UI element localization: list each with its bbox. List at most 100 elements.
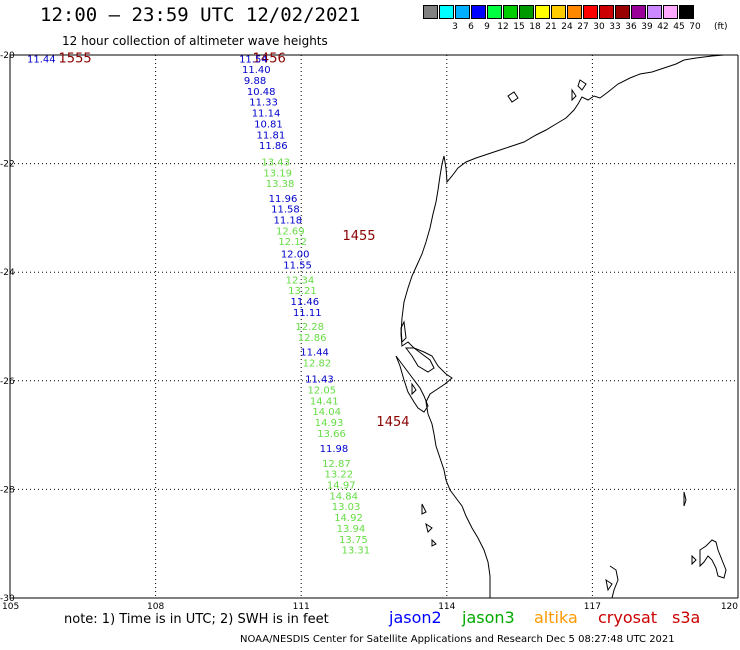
legend-swatch — [631, 5, 646, 19]
satellite-jason3: jason3 — [462, 608, 515, 627]
australia-coastline — [395, 54, 738, 599]
pass-time-label: 1456 — [253, 51, 286, 66]
wave-height-value: 14.04 — [312, 407, 341, 418]
legend-swatch — [423, 5, 438, 19]
wave-height-value: 11.44 — [27, 54, 56, 65]
longitude-tick-label: 108 — [147, 602, 164, 610]
credit-line: NOAA/NESDIS Center for Satellite Applica… — [240, 634, 675, 645]
satellite-cryosat: cryosat — [598, 608, 658, 627]
wave-height-value: 12.69 — [276, 226, 305, 237]
latitude-tick-label: -20 — [0, 51, 15, 61]
latitude-tick-label: -26 — [0, 377, 15, 387]
legend-swatch — [615, 5, 630, 19]
wave-height-map: 105 108 111 114 117 120 -20 -22 -24 -26 -28 -30 155… — [0, 51, 739, 610]
legend-label: 45 — [673, 22, 685, 32]
legend-label: 70 — [689, 22, 701, 32]
wave-height-value: 11.40 — [242, 65, 271, 76]
wave-height-value: 14.93 — [315, 418, 344, 429]
legend-swatch — [551, 5, 566, 19]
map-title: 12:00 – 23:59 UTC 12/02/2021 — [40, 4, 361, 26]
pass-time-label: 1455 — [342, 229, 375, 244]
wave-height-value: 13.94 — [337, 524, 366, 535]
wave-height-value: 12.87 — [322, 459, 351, 470]
map-subtitle: 12 hour collection of altimeter wave hei… — [62, 34, 328, 48]
legend-swatch — [471, 5, 486, 19]
legend-label: 24 — [561, 22, 573, 32]
legend-label: 27 — [577, 22, 589, 32]
latitude-tick-label: -30 — [0, 594, 15, 604]
legend-swatch — [679, 5, 694, 19]
satellite-s3a: s3a — [672, 608, 701, 627]
longitude-tick-label: 117 — [584, 602, 601, 610]
legend-label: 36 — [625, 22, 637, 32]
wave-height-value: 11.58 — [271, 205, 300, 216]
wave-height-value: 11.43 — [305, 375, 334, 386]
wave-height-value: 11.54 — [239, 54, 268, 65]
wave-height-value: 12.28 — [295, 322, 324, 333]
legend-label: 15 — [513, 22, 525, 32]
latitude-tick-label: -24 — [0, 268, 15, 278]
wave-height-value: 13.31 — [341, 546, 370, 557]
graticule — [10, 55, 738, 598]
legend-swatch — [439, 5, 454, 19]
legend-label: 6 — [468, 22, 474, 32]
legend-swatch — [455, 5, 470, 19]
legend-swatch — [519, 5, 534, 19]
wave-height-value: 14.97 — [327, 481, 356, 492]
altimeter-observations: 11.44 11.5411.409.8810.4811.3311.1410.811… — [27, 54, 370, 556]
legend-swatch — [535, 5, 550, 19]
wave-height-value: 11.11 — [293, 308, 322, 319]
wave-height-value: 11.14 — [252, 109, 281, 120]
map-frame — [9, 54, 739, 599]
legend-label: 9 — [484, 22, 490, 32]
wave-height-value: 13.38 — [266, 179, 295, 190]
legend-swatch — [487, 5, 502, 19]
legend-label: 33 — [609, 22, 621, 32]
longitude-tick-label: 105 — [2, 602, 19, 610]
legend-swatch — [567, 5, 582, 19]
legend-swatch — [583, 5, 598, 19]
wave-height-value: 12.00 — [281, 250, 310, 261]
satellite-jason2: jason2 — [389, 608, 442, 627]
wave-height-value: 11.96 — [269, 194, 298, 205]
legend-label: 12 — [497, 22, 509, 32]
wave-height-value: 12.86 — [298, 333, 327, 344]
wave-height-value: 11.86 — [259, 141, 288, 152]
longitude-tick-label: 114 — [438, 602, 455, 610]
longitude-tick-label: 111 — [293, 602, 310, 610]
legend-label: 42 — [657, 22, 669, 32]
footer-note: note: 1) Time is in UTC; 2) SWH is in fe… — [64, 612, 329, 627]
wave-height-value: 13.43 — [261, 157, 290, 168]
legend-unit: (ft) — [714, 22, 728, 32]
wave-height-value: 13.66 — [317, 429, 346, 440]
wave-height-value: 12.05 — [308, 385, 337, 396]
legend-swatch — [503, 5, 518, 19]
satellite-altika: altika — [534, 608, 578, 627]
latitude-tick-label: -28 — [0, 485, 15, 495]
latitude-tick-label: -22 — [0, 160, 15, 170]
pass-time-labels: 1555 1456 1455 1454 — [59, 51, 410, 430]
pass-time-label: 1555 — [59, 51, 92, 66]
wave-height-value: 14.41 — [310, 396, 339, 407]
pass-time-label: 1454 — [376, 415, 409, 430]
legend-label: 39 — [641, 22, 653, 32]
legend-swatch — [599, 5, 614, 19]
wave-height-value: 11.46 — [291, 297, 320, 308]
wave-height-value: 11.55 — [283, 261, 312, 272]
wave-height-value: 13.75 — [339, 535, 368, 546]
wave-height-value: 11.98 — [320, 444, 349, 455]
wave-height-value: 13.21 — [288, 286, 317, 297]
legend-label: 18 — [529, 22, 541, 32]
wave-height-value: 14.84 — [329, 491, 358, 502]
wave-height-value: 12.34 — [286, 275, 315, 286]
legend-label: 21 — [545, 22, 557, 32]
wave-height-value: 11.81 — [257, 130, 286, 141]
axis-tick-labels: 105 108 111 114 117 120 -20 -22 -24 -26 -28 -30 — [0, 51, 738, 610]
wave-height-value: 13.03 — [332, 502, 361, 513]
wave-height-value: 11.18 — [274, 216, 303, 227]
wave-height-value: 14.92 — [334, 513, 363, 524]
wave-height-value: 13.22 — [324, 470, 353, 481]
longitude-tick-label: 120 — [721, 602, 738, 610]
wave-height-value: 11.44 — [300, 347, 329, 358]
legend-swatch — [647, 5, 662, 19]
